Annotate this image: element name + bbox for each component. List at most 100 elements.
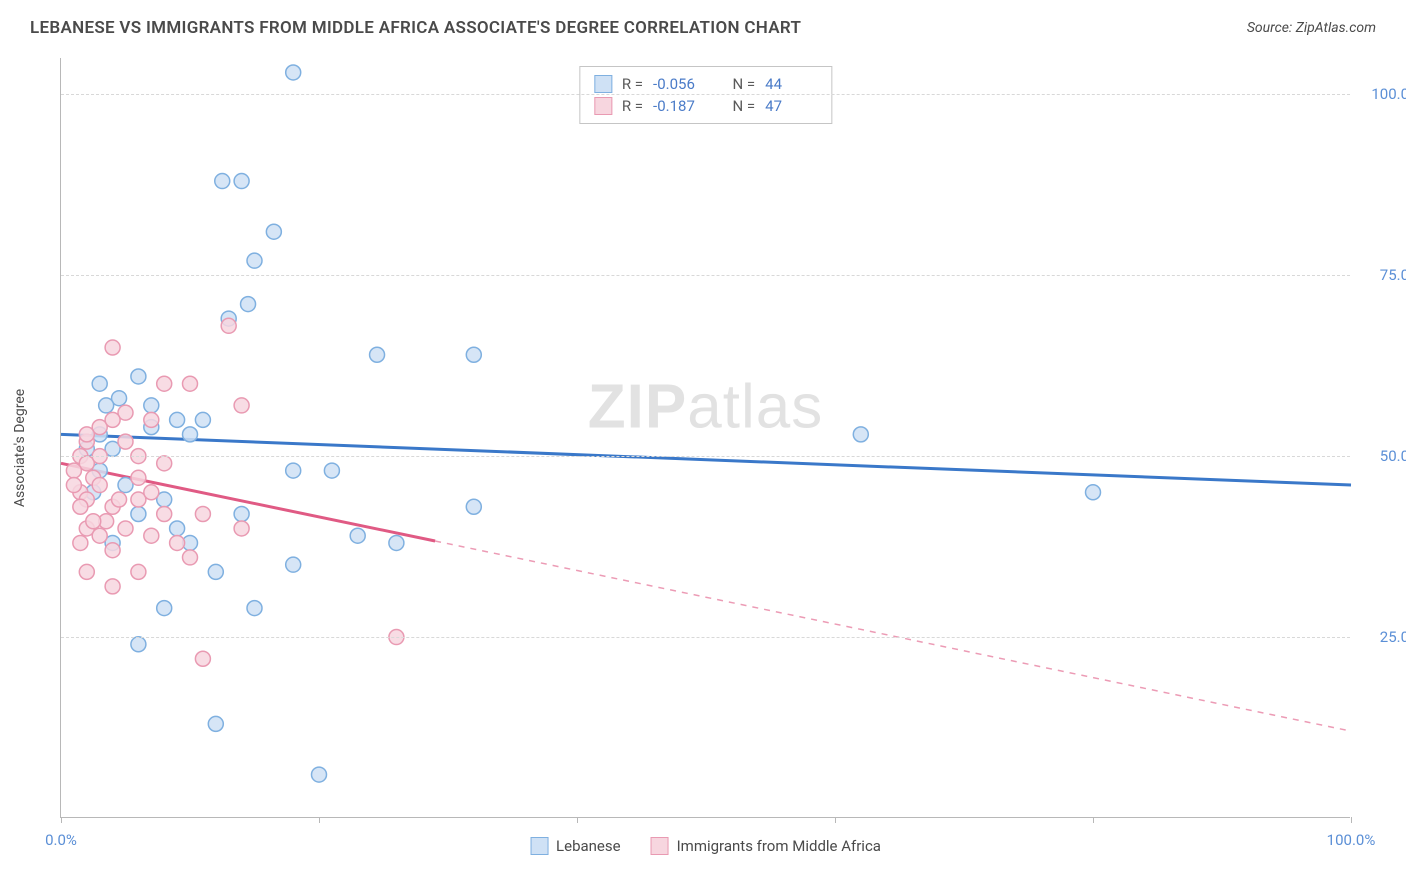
data-point bbox=[144, 398, 159, 413]
data-point bbox=[99, 398, 114, 413]
x-tick bbox=[835, 817, 836, 823]
chart-container: Associate's Degree ZIPatlas R =-0.056 N … bbox=[50, 58, 1380, 838]
data-point bbox=[131, 637, 146, 652]
data-point bbox=[266, 224, 281, 239]
chart-svg bbox=[61, 58, 1351, 818]
r-label: R = bbox=[622, 97, 643, 115]
x-tick bbox=[319, 817, 320, 823]
data-point bbox=[466, 347, 481, 362]
x-tick bbox=[1351, 817, 1352, 823]
chart-title: LEBANESE VS IMMIGRANTS FROM MIDDLE AFRIC… bbox=[30, 18, 801, 38]
data-point bbox=[247, 601, 262, 616]
data-point bbox=[144, 485, 159, 500]
data-point bbox=[131, 369, 146, 384]
data-point bbox=[118, 434, 133, 449]
data-point bbox=[112, 492, 127, 507]
data-point bbox=[195, 651, 210, 666]
data-point bbox=[92, 528, 107, 543]
data-point bbox=[234, 521, 249, 536]
trend-line bbox=[61, 434, 1351, 485]
r-value: -0.056 bbox=[653, 75, 705, 93]
source-attribution: Source: ZipAtlas.com bbox=[1247, 20, 1376, 36]
data-point bbox=[853, 427, 868, 442]
n-label: N = bbox=[733, 75, 756, 93]
n-label: N = bbox=[733, 97, 756, 115]
data-point bbox=[157, 601, 172, 616]
data-point bbox=[195, 507, 210, 522]
data-point bbox=[195, 412, 210, 427]
data-point bbox=[170, 535, 185, 550]
data-point bbox=[183, 376, 198, 391]
data-point bbox=[105, 412, 120, 427]
legend-swatch bbox=[594, 75, 612, 93]
gridline bbox=[61, 275, 1350, 276]
data-point bbox=[183, 550, 198, 565]
data-point bbox=[157, 456, 172, 471]
data-point bbox=[247, 253, 262, 268]
data-point bbox=[208, 716, 223, 731]
legend-swatch bbox=[651, 837, 669, 855]
x-tick bbox=[61, 817, 62, 823]
data-point bbox=[157, 376, 172, 391]
data-point bbox=[183, 427, 198, 442]
stats-row: R = -0.056 N = 44 bbox=[594, 73, 817, 95]
data-point bbox=[79, 564, 94, 579]
y-axis-label: Associate's Degree bbox=[12, 389, 28, 507]
stats-row: R = -0.187 N = 47 bbox=[594, 95, 817, 117]
data-point bbox=[389, 535, 404, 550]
x-tick bbox=[577, 817, 578, 823]
n-value: 47 bbox=[765, 97, 817, 115]
data-point bbox=[170, 412, 185, 427]
legend-label: Immigrants from Middle Africa bbox=[677, 837, 881, 855]
legend-swatch bbox=[594, 97, 612, 115]
data-point bbox=[312, 767, 327, 782]
y-tick-label: 75.0% bbox=[1360, 266, 1406, 284]
legend-item: Lebanese bbox=[530, 837, 621, 855]
data-point bbox=[350, 528, 365, 543]
data-point bbox=[1086, 485, 1101, 500]
data-point bbox=[131, 564, 146, 579]
legend-label: Lebanese bbox=[556, 837, 621, 855]
r-label: R = bbox=[622, 75, 643, 93]
data-point bbox=[234, 398, 249, 413]
legend-swatch bbox=[530, 837, 548, 855]
y-tick-label: 100.0% bbox=[1360, 85, 1406, 103]
n-value: 44 bbox=[765, 75, 817, 93]
data-point bbox=[221, 318, 236, 333]
data-point bbox=[241, 297, 256, 312]
data-point bbox=[466, 499, 481, 514]
data-point bbox=[157, 507, 172, 522]
data-point bbox=[131, 507, 146, 522]
x-tick-label: 100.0% bbox=[1327, 831, 1376, 849]
data-point bbox=[66, 478, 81, 493]
data-point bbox=[370, 347, 385, 362]
data-point bbox=[170, 521, 185, 536]
data-point bbox=[234, 507, 249, 522]
x-tick bbox=[1093, 817, 1094, 823]
gridline bbox=[61, 456, 1350, 457]
data-point bbox=[208, 564, 223, 579]
gridline bbox=[61, 94, 1350, 95]
data-point bbox=[73, 535, 88, 550]
r-value: -0.187 bbox=[653, 97, 705, 115]
x-tick-label: 0.0% bbox=[45, 831, 77, 849]
data-point bbox=[286, 65, 301, 80]
data-point bbox=[324, 463, 339, 478]
data-point bbox=[215, 174, 230, 189]
data-point bbox=[86, 514, 101, 529]
data-point bbox=[131, 470, 146, 485]
gridline bbox=[61, 637, 1350, 638]
plot-area: ZIPatlas R =-0.056 N =44R =-0.187 N =47 … bbox=[60, 58, 1350, 818]
y-tick-label: 25.0% bbox=[1360, 628, 1406, 646]
data-point bbox=[92, 376, 107, 391]
data-point bbox=[234, 174, 249, 189]
y-tick-label: 50.0% bbox=[1360, 447, 1406, 465]
data-point bbox=[73, 499, 88, 514]
series-legend: Lebanese Immigrants from Middle Africa bbox=[530, 837, 881, 855]
data-point bbox=[144, 412, 159, 427]
data-point bbox=[105, 543, 120, 558]
data-point bbox=[118, 521, 133, 536]
data-point bbox=[66, 463, 81, 478]
data-point bbox=[105, 579, 120, 594]
data-point bbox=[105, 340, 120, 355]
